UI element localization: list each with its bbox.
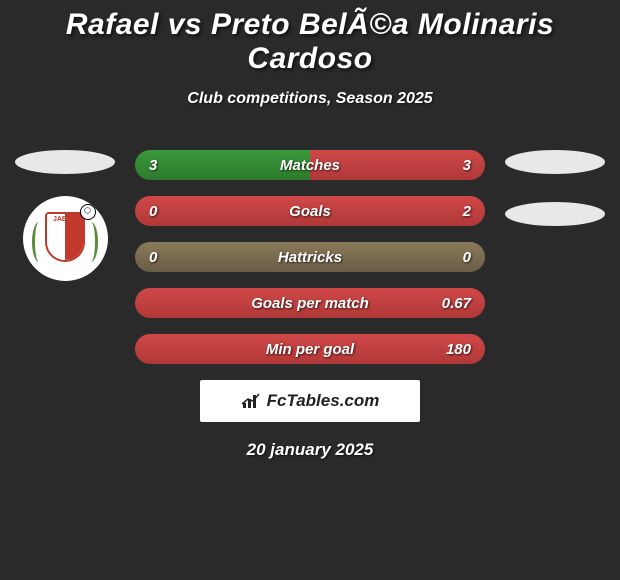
stat-row: Goals per match 0.67 xyxy=(135,288,485,318)
subtitle: Club competitions, Season 2025 xyxy=(0,90,620,108)
stat-row: Min per goal 180 xyxy=(135,334,485,364)
stat-label: Goals xyxy=(289,203,331,220)
stats-container: 3 Matches 3 0 Goals 2 0 Hattricks 0 Goals per mat… xyxy=(135,150,485,364)
club-logo-text: JABOP xyxy=(30,216,100,223)
stat-row: 3 Matches 3 xyxy=(135,150,485,180)
stat-right-value: 3 xyxy=(463,157,471,174)
left-club-logo: JABOP xyxy=(23,196,108,281)
stat-label: Min per goal xyxy=(266,341,354,358)
page-title: Rafael vs Preto BelÃ©a Molinaris Cardoso xyxy=(0,0,620,76)
stat-label: Goals per match xyxy=(251,295,369,312)
stat-row: 0 Hattricks 0 xyxy=(135,242,485,272)
stat-label: Matches xyxy=(280,157,340,174)
stat-left-value: 0 xyxy=(149,249,157,266)
left-player-name-placeholder xyxy=(15,150,115,174)
stat-right-value: 0.67 xyxy=(442,295,471,312)
stat-left-value: 3 xyxy=(149,157,157,174)
right-player-column xyxy=(500,150,610,248)
date-label: 20 january 2025 xyxy=(0,440,620,460)
chart-icon xyxy=(241,392,261,410)
stat-right-value: 180 xyxy=(446,341,471,358)
stat-row: 0 Goals 2 xyxy=(135,196,485,226)
branding-text: FcTables.com xyxy=(267,391,380,411)
right-player-name-placeholder xyxy=(505,150,605,174)
right-club-placeholder xyxy=(505,202,605,226)
stat-left-value: 0 xyxy=(149,203,157,220)
stat-label: Hattricks xyxy=(278,249,342,266)
left-player-column: JABOP xyxy=(10,150,120,281)
branding-badge[interactable]: FcTables.com xyxy=(200,380,420,422)
comparison-content: JABOP 3 Matches 3 0 Goals 2 0 Hattricks 0 Goals p… xyxy=(0,150,620,460)
stat-right-value: 2 xyxy=(463,203,471,220)
stat-right-value: 0 xyxy=(463,249,471,266)
